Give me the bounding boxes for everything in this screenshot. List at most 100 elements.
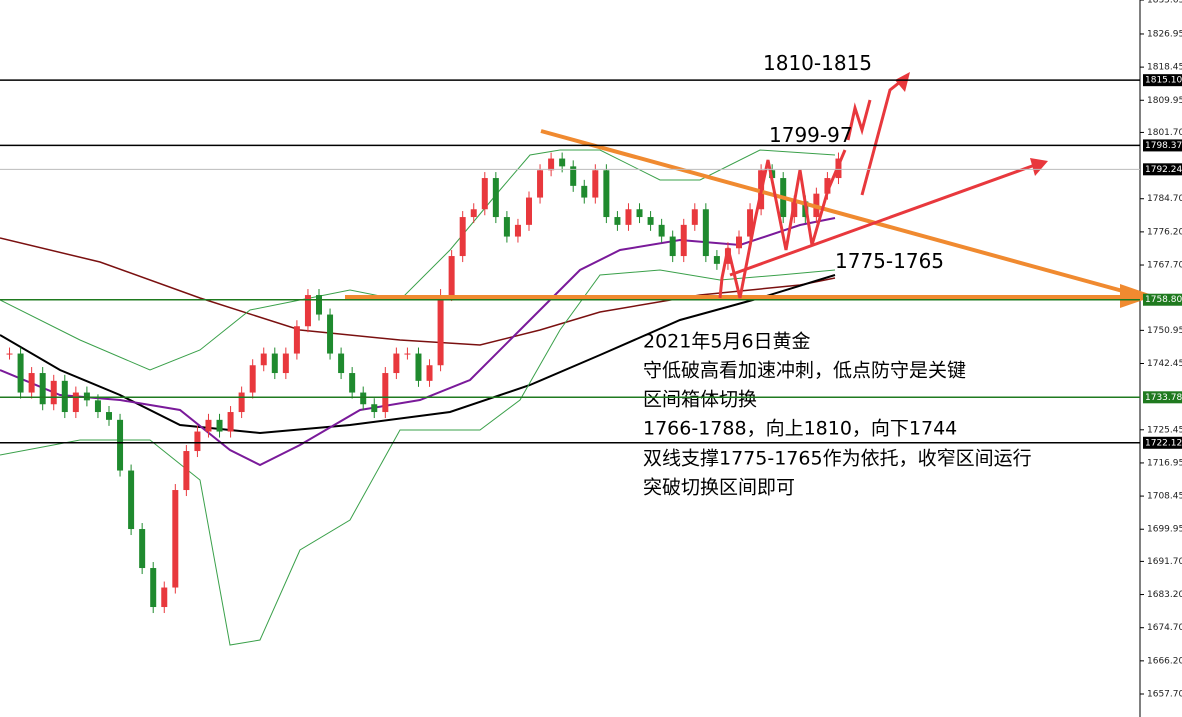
level-label: 1758.80: [1145, 295, 1182, 305]
candle: [603, 170, 610, 218]
candle: [216, 419, 223, 432]
candle: [514, 224, 521, 237]
y-tick-label: 1708.45: [1147, 492, 1182, 502]
candle: [260, 353, 267, 366]
candle: [592, 170, 599, 198]
candle: [117, 419, 124, 471]
candle: [194, 431, 201, 452]
candle: [293, 326, 300, 354]
path-arrow: [846, 99, 872, 141]
candle: [6, 353, 13, 355]
candle: [282, 353, 289, 374]
annotation: 1810-1815: [763, 51, 872, 75]
candle: [747, 209, 754, 237]
candle: [614, 217, 621, 225]
candle: [238, 392, 245, 413]
candle: [316, 295, 322, 315]
y-tick-label: 1716.95: [1147, 458, 1182, 468]
y-tick-label: 1691.70: [1147, 557, 1182, 567]
trend-line: [540, 129, 1131, 295]
candle: [647, 217, 654, 225]
candle: [526, 197, 532, 225]
candle: [382, 373, 389, 413]
indicators: [0, 149, 836, 646]
candle: [713, 256, 720, 264]
level-box: [1143, 139, 1182, 152]
level-box: [1143, 293, 1182, 306]
candle: [426, 365, 433, 381]
y-tick-label: 1666.20: [1147, 656, 1182, 666]
candle: [570, 166, 577, 186]
candle: [183, 451, 190, 491]
candle: [249, 365, 256, 393]
candle: [94, 400, 101, 413]
ma-long: [0, 237, 836, 346]
candle: [371, 404, 378, 413]
candle: [271, 353, 278, 374]
level-box: [1143, 163, 1182, 176]
candle: [625, 209, 632, 225]
candle: [470, 209, 477, 218]
note: 2021年5月6日黄金: [643, 331, 811, 353]
candle: [28, 373, 35, 393]
candle: [61, 380, 68, 413]
candle: [327, 314, 334, 354]
candle: [404, 353, 411, 355]
candle: [360, 392, 367, 405]
candle: [724, 248, 731, 264]
y-tick-label: 1818.45: [1147, 63, 1182, 73]
candle: [128, 470, 135, 530]
arrow-head: [1030, 158, 1048, 176]
candle: [415, 353, 422, 381]
level-label: 1733.78: [1145, 393, 1182, 403]
candles: [6, 152, 842, 614]
candle: [349, 373, 356, 393]
ma-mid: [0, 274, 836, 435]
level-label: 1792.24: [1145, 165, 1182, 175]
candle: [736, 236, 742, 249]
candle: [658, 224, 665, 237]
candle: [106, 412, 112, 420]
trend-arrow: [729, 163, 1036, 277]
zigzag-arrow: [718, 149, 847, 299]
candle: [172, 490, 179, 588]
y-tick-label: 1809.95: [1147, 96, 1182, 106]
annotation: 1775-1765: [835, 249, 944, 273]
candle: [537, 170, 544, 198]
y-tick-label: 1835.65: [1147, 0, 1182, 6]
level-label: 1815.10: [1145, 76, 1182, 86]
candle: [492, 178, 499, 218]
y-tick-label: 1657.70: [1147, 689, 1182, 699]
candle: [481, 178, 488, 210]
y-tick-label: 1776.20: [1147, 227, 1182, 237]
level-label: 1798.37: [1145, 141, 1182, 151]
y-tick-label: 1750.95: [1147, 326, 1182, 336]
candle: [503, 217, 510, 237]
candle: [393, 353, 400, 374]
candle: [83, 392, 90, 401]
candle: [72, 392, 79, 413]
note: 双线支撑1775-1765作为依托，收窄区间运行: [643, 448, 1032, 470]
y-tick-label: 1826.95: [1147, 29, 1182, 39]
candle: [227, 412, 234, 432]
drawings: [345, 72, 1155, 308]
y-tick-label: 1699.95: [1147, 525, 1182, 535]
level-label: 1722.12: [1145, 438, 1182, 448]
band-upper: [0, 149, 836, 371]
y-tick-label: 1742.45: [1147, 359, 1182, 369]
candle: [50, 380, 57, 405]
candle: [437, 295, 444, 366]
candle: [559, 158, 566, 167]
candle: [39, 373, 46, 405]
note: 守低破高看加速冲刺，低点防守是关键: [643, 360, 966, 382]
y-tick-label: 1725.45: [1147, 425, 1182, 435]
candle: [205, 419, 212, 432]
annotation: 1799-97: [769, 123, 853, 147]
y-tick-label: 1801.70: [1147, 128, 1182, 138]
candle: [448, 256, 455, 296]
candle: [17, 353, 24, 393]
candle: [702, 209, 709, 257]
candle: [161, 587, 168, 608]
level-box: [1143, 436, 1182, 449]
